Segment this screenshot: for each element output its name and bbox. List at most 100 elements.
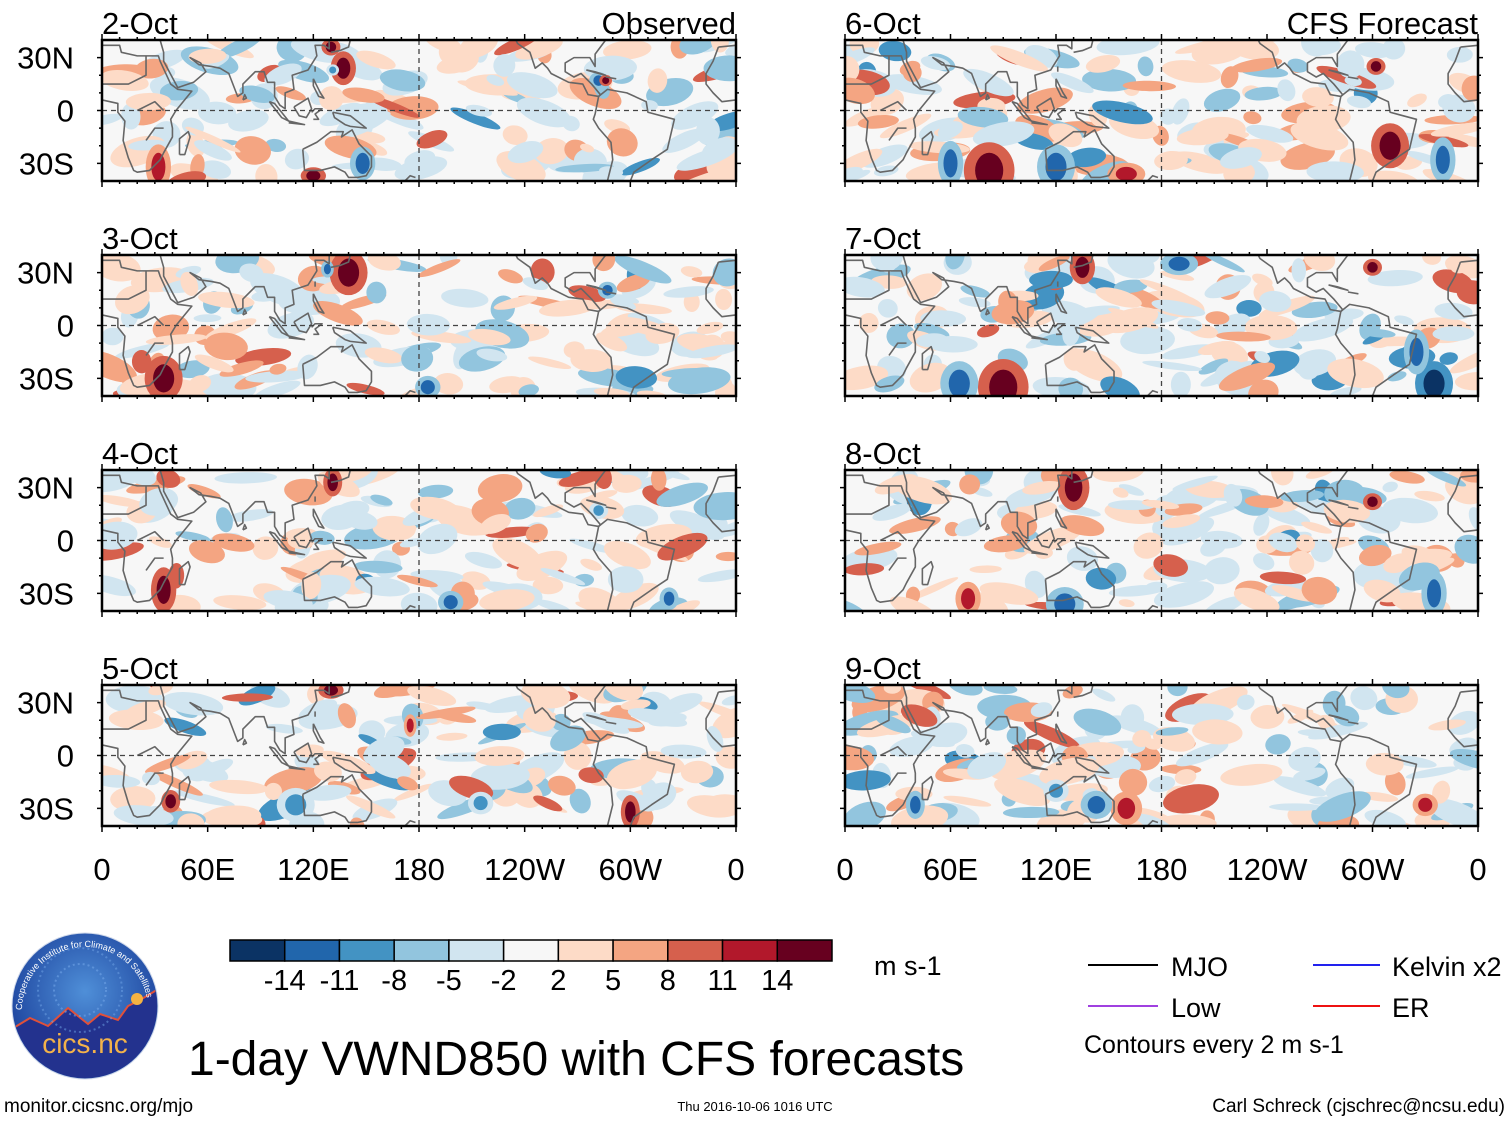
anomaly-patch [1161, 60, 1222, 83]
coastline [1347, 721, 1359, 725]
coastline [136, 745, 165, 757]
colorbar-swatch [229, 939, 286, 962]
coastline [145, 772, 164, 786]
anomaly-patch [214, 472, 277, 484]
anomaly-patch [569, 538, 616, 554]
anomaly-patch [465, 104, 493, 117]
anomaly-core [1423, 369, 1445, 396]
colorbar-swatch [338, 939, 395, 962]
coastline [1055, 293, 1068, 314]
anomaly-patch [1405, 766, 1459, 779]
anomaly-patch [265, 138, 287, 153]
coastline [1146, 604, 1159, 611]
anomaly-patch [1200, 538, 1227, 557]
anomaly-core [156, 575, 171, 604]
anomaly-patch [1107, 255, 1155, 279]
coastline [1074, 326, 1110, 344]
anomaly-patch [482, 723, 521, 741]
map-panel: 4-Oct 30N 0 30S [17, 436, 741, 617]
anomaly-patch [394, 156, 448, 181]
anomaly-patch [937, 121, 963, 139]
anomaly-patch [354, 576, 410, 597]
anomaly-patch [177, 813, 205, 826]
anomaly-patch [1305, 470, 1336, 479]
anomaly-patch [110, 786, 156, 812]
cics-logo: cics.nc Cooperative Institute for Climat… [11, 932, 159, 1080]
anomaly-patch [615, 366, 658, 389]
coastline [1146, 174, 1159, 181]
coastline [845, 259, 936, 388]
anomaly-patch [417, 484, 454, 499]
anomaly-patch [1220, 763, 1283, 786]
anomaly-patch [502, 125, 528, 146]
anomaly-patch [1073, 708, 1122, 736]
colorbar-swatch [393, 939, 450, 962]
anomaly-patch [558, 470, 604, 487]
anomaly-patch [387, 96, 439, 120]
anomaly-patch [845, 801, 886, 826]
anomaly-patch [874, 375, 905, 393]
anomaly-patch [994, 777, 1051, 807]
anomaly-patch [1167, 685, 1188, 697]
coastline [902, 255, 1073, 325]
anomaly-patch [539, 299, 598, 317]
anomaly-patch [1048, 123, 1083, 148]
coastlines [102, 255, 736, 396]
anomaly-core [1435, 145, 1450, 174]
figure-title: 1-day VWND850 with CFS forecasts [188, 1033, 964, 1086]
anomaly-patch [1203, 557, 1240, 585]
coastline [598, 303, 676, 396]
anomaly-patch [343, 511, 378, 530]
anomaly-patch [1135, 813, 1175, 826]
anomaly-patch [1333, 705, 1360, 727]
anomaly-patch [198, 101, 237, 125]
anomaly-patch [290, 40, 344, 63]
anomaly-patch [366, 319, 400, 335]
anomaly-patch [1291, 258, 1307, 283]
anomaly-patch [264, 782, 283, 800]
anomaly-patch [1244, 86, 1283, 101]
colorbar-tick-label: -5 [436, 965, 462, 997]
coastline [311, 752, 323, 766]
coastline [311, 322, 323, 336]
coastline [293, 527, 313, 549]
anomaly-patch [406, 313, 451, 336]
wind-anomaly-field [102, 470, 736, 611]
anomaly-patch [1425, 470, 1467, 487]
anomaly-patch [1382, 481, 1398, 493]
anomaly-patch [532, 576, 564, 595]
anomaly-patch [1142, 360, 1202, 372]
anomaly-core [663, 591, 675, 606]
anomaly-patch [424, 40, 457, 53]
x-tick-label: 0 [727, 852, 744, 887]
anomaly-patch [1141, 499, 1180, 510]
anomaly-patch [621, 504, 659, 527]
anomaly-core [151, 152, 166, 181]
anomaly-patch [662, 128, 706, 153]
coastline [845, 474, 936, 603]
anomaly-patch [877, 298, 898, 318]
anomaly-patch [969, 565, 1002, 574]
coastline [1044, 774, 1115, 824]
anomaly-patch [607, 566, 644, 593]
anomaly-patch [1248, 379, 1279, 396]
anomaly-patch [1039, 757, 1100, 786]
anomaly-patch [963, 68, 1014, 97]
coastline [1146, 819, 1159, 826]
colorbar-tick-label: 11 [707, 965, 737, 997]
coastline [311, 107, 323, 121]
map-panel: 3-Oct 30N 0 30S [17, 221, 741, 402]
anomaly-patch [457, 80, 518, 96]
anomaly-patch [957, 106, 1009, 128]
coastline [1074, 756, 1110, 774]
anomaly-patch [1432, 780, 1451, 804]
anomaly-core [593, 505, 604, 516]
anomaly-patch [401, 345, 434, 372]
coastline [301, 129, 373, 179]
coastline [1074, 541, 1110, 559]
coastline [586, 69, 607, 77]
anomaly-patch [1268, 532, 1298, 553]
anomaly-patch [370, 494, 393, 506]
anomaly-patch [676, 145, 736, 171]
coastline [879, 100, 908, 112]
